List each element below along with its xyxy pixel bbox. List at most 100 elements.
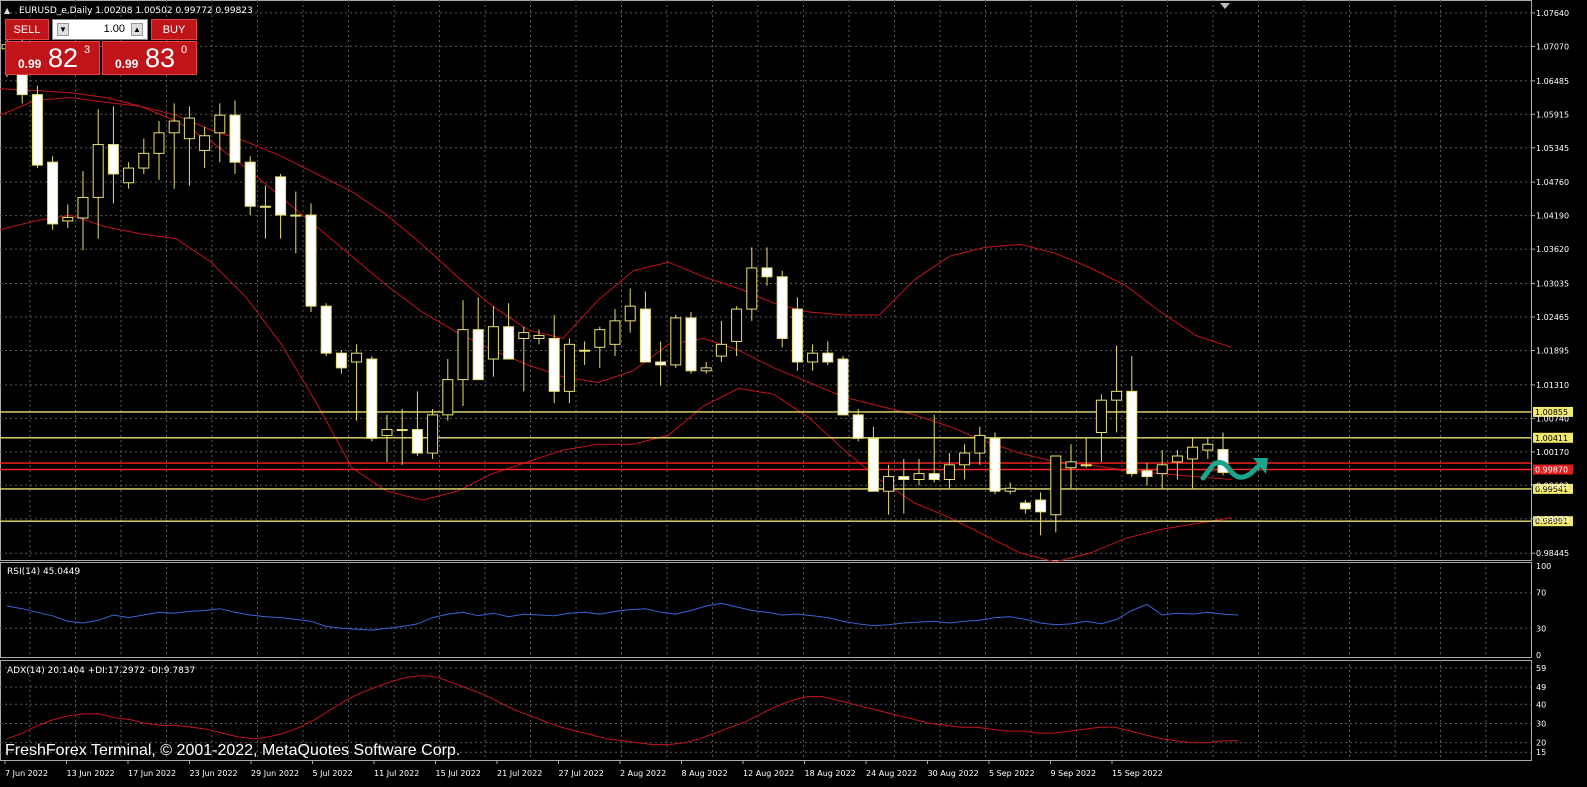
time-tick-label: 2 Aug 2022 bbox=[620, 769, 666, 778]
lot-decrease-icon[interactable]: ▼ bbox=[57, 23, 69, 36]
time-tick-label: 11 Jul 2022 bbox=[374, 769, 419, 778]
scroll-marker-icon[interactable] bbox=[1220, 3, 1230, 9]
candle-body bbox=[883, 476, 895, 492]
price-tick-label: 1.01895 bbox=[1536, 347, 1569, 356]
band-upper bbox=[0, 96, 1232, 348]
rsi-title: RSI(14) 45.0449 bbox=[7, 567, 80, 577]
candle-body bbox=[867, 437, 879, 492]
candle-body bbox=[898, 476, 910, 480]
adx-tick-label: 49 bbox=[1536, 683, 1546, 692]
lot-size-input[interactable]: ▼ 1.00 ▲ bbox=[52, 19, 148, 40]
candle-body bbox=[655, 361, 667, 366]
buy-price-pip: 0 bbox=[181, 44, 188, 56]
candle-body bbox=[594, 329, 606, 348]
candle-body bbox=[92, 144, 104, 198]
candle-body bbox=[807, 352, 819, 363]
candle-body bbox=[457, 329, 469, 381]
candle-body bbox=[624, 305, 636, 322]
candle-body bbox=[791, 308, 803, 363]
price-tick-label: 1.03620 bbox=[1536, 245, 1569, 254]
candle-body bbox=[1171, 455, 1183, 463]
candle-body bbox=[943, 464, 955, 480]
time-tick-label: 27 Jul 2022 bbox=[559, 769, 604, 778]
candle-body bbox=[168, 120, 180, 134]
forecast-arrow-icon bbox=[1200, 458, 1268, 481]
candle-body bbox=[503, 326, 515, 360]
candle-body bbox=[259, 205, 271, 208]
candle-body bbox=[609, 320, 621, 345]
adx-line bbox=[6, 674, 1239, 746]
price-tick-label: 1.04760 bbox=[1536, 178, 1569, 187]
time-tick-label: 21 Jul 2022 bbox=[497, 769, 542, 778]
candle-body bbox=[77, 196, 89, 219]
grid bbox=[0, 0, 1532, 761]
price-tick-label: 1.01310 bbox=[1536, 381, 1569, 390]
symbol-header: EURUSD_e,Daily 1.00208 1.00502 0.99772 0… bbox=[19, 6, 253, 16]
time-tick-label: 5 Jul 2022 bbox=[313, 769, 353, 778]
level-price-tag bbox=[1533, 432, 1573, 443]
price-axis: 1.07640 1.07070 1.06485 1.05915 1.05345 1.047… bbox=[1531, 9, 1569, 558]
sell-price-button[interactable]: 0.99 82 3 bbox=[5, 41, 100, 75]
buy-price-button[interactable]: 0.99 83 0 bbox=[102, 41, 197, 75]
price-tick-label: 1.04190 bbox=[1536, 212, 1569, 221]
horizontal-levels: 1.00855 1.00411 0.99870 0.99541 0.98991 bbox=[0, 406, 1573, 527]
candle-body bbox=[214, 114, 226, 134]
candle-body bbox=[153, 132, 165, 154]
level-price-tag bbox=[1533, 464, 1573, 475]
rsi-tick-label: 0 bbox=[1536, 651, 1541, 660]
price-tick-label: 1.05915 bbox=[1536, 110, 1569, 119]
time-tick-label: 30 Aug 2022 bbox=[928, 769, 979, 778]
buy-price-main: 83 bbox=[145, 43, 176, 73]
candle-body bbox=[776, 276, 788, 339]
candle-body bbox=[1019, 502, 1031, 510]
candle-body bbox=[427, 414, 439, 454]
candle-body bbox=[579, 349, 591, 352]
candle-body bbox=[1080, 464, 1092, 467]
adx-tick-label: 30 bbox=[1536, 719, 1546, 728]
candle-body bbox=[62, 216, 74, 222]
candle-body bbox=[107, 144, 119, 175]
sell-price-pip: 3 bbox=[84, 44, 91, 56]
time-axis: 7 Jun 2022 13 Jun 2022 17 Jun 2022 23 Jun 2… bbox=[4, 760, 1163, 778]
candle-body bbox=[487, 326, 499, 360]
candle-body bbox=[746, 267, 758, 310]
adx-tick-label: 59 bbox=[1536, 664, 1546, 673]
candle-body bbox=[1202, 443, 1214, 451]
candle-body bbox=[229, 114, 241, 163]
candle-body bbox=[1095, 399, 1107, 433]
header-collapse-icon[interactable]: ▲ bbox=[4, 6, 11, 15]
candle-body bbox=[320, 305, 332, 354]
price-tick-label: 1.02465 bbox=[1536, 313, 1569, 322]
candle-body bbox=[138, 152, 150, 169]
rsi-tick-label: 70 bbox=[1536, 589, 1546, 598]
candle-body bbox=[1050, 455, 1062, 516]
level-price-tag bbox=[1533, 483, 1573, 494]
candle-body bbox=[989, 437, 1001, 492]
candle-body bbox=[563, 343, 575, 392]
candle-body bbox=[290, 214, 302, 217]
candle-body bbox=[852, 414, 864, 439]
lot-increase-icon[interactable]: ▲ bbox=[131, 23, 143, 36]
candle-body bbox=[199, 135, 211, 151]
rsi-tick-label: 30 bbox=[1536, 624, 1546, 633]
level-price-label: 1.00411 bbox=[1535, 434, 1568, 443]
candle-body bbox=[381, 429, 393, 436]
lot-size-value[interactable]: 1.00 bbox=[103, 23, 125, 35]
candle-body bbox=[123, 167, 135, 184]
candle-body bbox=[351, 352, 363, 363]
price-tick-label: 1.00170 bbox=[1536, 448, 1569, 457]
candle-body bbox=[761, 267, 773, 278]
time-tick-label: 15 Sep 2022 bbox=[1112, 769, 1163, 778]
level-price-tag bbox=[1533, 406, 1573, 417]
buy-button[interactable]: BUY bbox=[151, 19, 197, 40]
sell-button[interactable]: SELL bbox=[5, 19, 49, 40]
candle-body bbox=[31, 94, 43, 166]
time-tick-label: 8 Aug 2022 bbox=[682, 769, 728, 778]
price-tick-label: 1.05345 bbox=[1536, 144, 1569, 153]
time-tick-label: 29 Jun 2022 bbox=[251, 769, 299, 778]
candle-body bbox=[928, 473, 940, 480]
candle-body bbox=[1141, 470, 1153, 478]
candle-body bbox=[548, 337, 560, 392]
candle-body bbox=[715, 343, 727, 357]
